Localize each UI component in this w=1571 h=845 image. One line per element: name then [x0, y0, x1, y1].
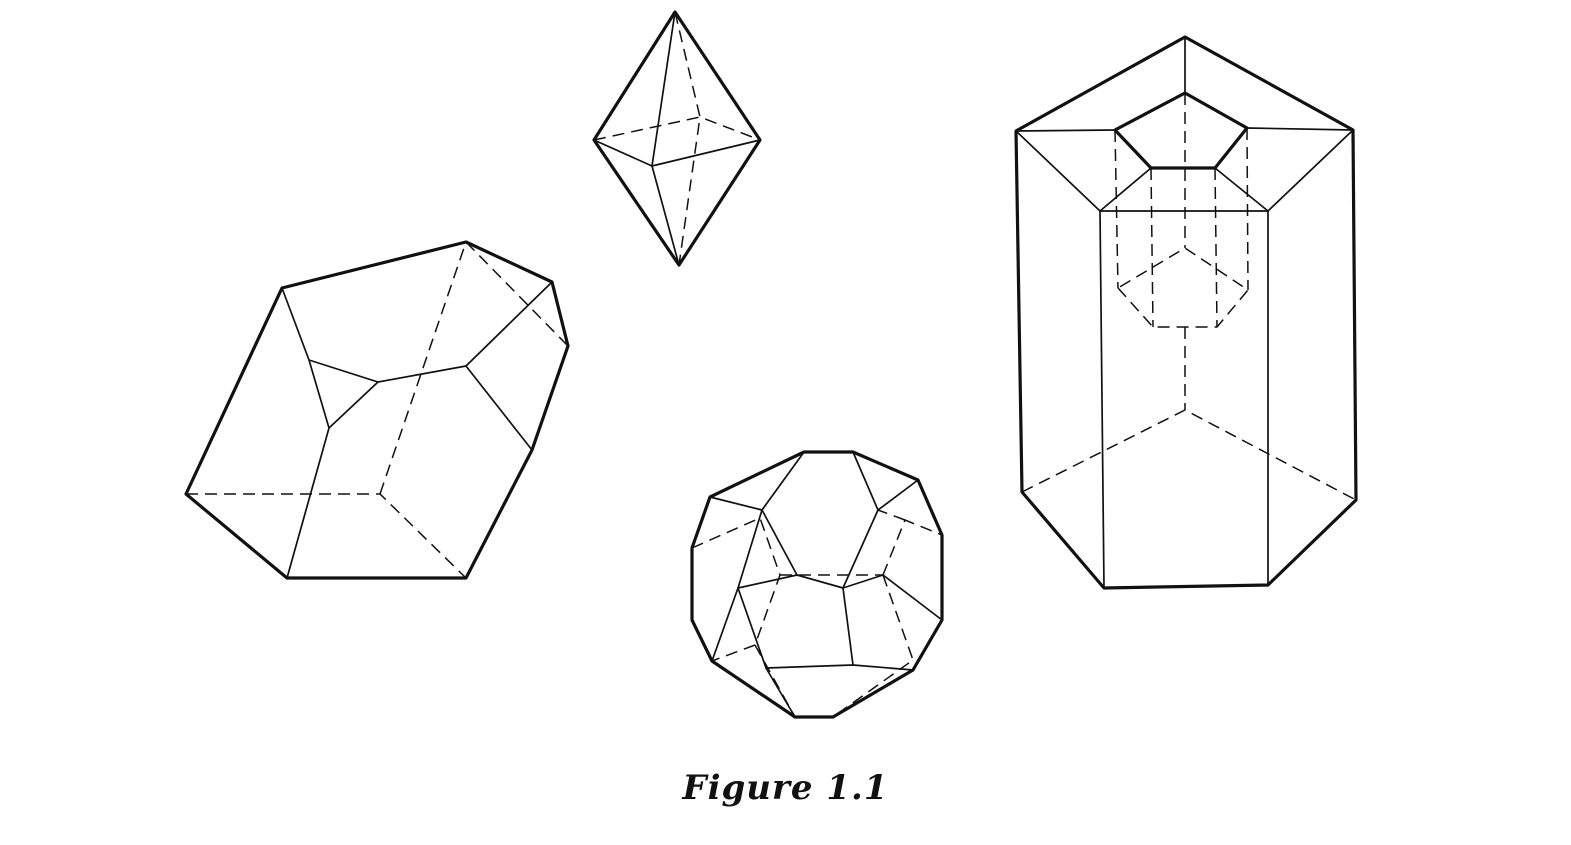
octahedron-hidden-edges — [593, 116, 761, 141]
octahedron-outline — [592, 10, 762, 267]
prism-bevel-edge — [1015, 129, 1116, 132]
prism-outline — [1014, 35, 1358, 590]
prism-top-front-edge — [1015, 129, 1354, 212]
irregular-polyhedron-hidden-edge — [465, 241, 569, 347]
prism-bevel-edge — [1214, 167, 1269, 212]
dodecahedron-hidden-edge — [832, 574, 914, 718]
prism-hidden-inner-bottom — [1117, 247, 1250, 328]
dodecahedron-front-face — [737, 574, 854, 669]
prism-bevel-edge — [1099, 167, 1152, 212]
dodecahedron-outline — [690, 450, 944, 719]
prism-vertical-edge — [1099, 210, 1105, 589]
dodecahedron-hidden-edge — [882, 519, 943, 576]
irregular-polyhedron-hidden-edges — [186, 493, 467, 579]
octahedron — [592, 10, 762, 267]
dodecahedron-edge — [765, 667, 796, 718]
octahedron-edges — [593, 139, 761, 167]
octahedron-edge — [651, 11, 680, 266]
hollow-pentagonal-prism — [1014, 35, 1358, 590]
dodecahedron-edge — [842, 479, 919, 589]
irregular-polyhedron-hidden-edge — [379, 241, 467, 495]
dodecahedron-hidden-edges — [691, 516, 781, 662]
irregular-polyhedron — [184, 240, 570, 580]
irregular-polyhedron-outline — [184, 240, 570, 580]
prism-hidden-edge — [1246, 127, 1249, 291]
prism-bevel-edge — [1246, 127, 1354, 131]
prism-hidden-base — [1021, 409, 1357, 501]
irregular-polyhedron-edges — [281, 287, 379, 429]
prism-inner-opening — [1113, 91, 1249, 170]
figure-caption: Figure 1.1 — [682, 768, 889, 808]
irregular-polyhedron-edge — [465, 365, 533, 451]
octahedron-hidden-edge — [674, 11, 701, 266]
irregular-polyhedron-edge — [286, 427, 330, 579]
dodecahedron-edge — [711, 509, 763, 662]
dodecahedron-edge — [842, 574, 943, 621]
dodecahedron-hidden-edge — [754, 644, 796, 718]
prism-hidden-edge — [1214, 167, 1218, 328]
dodecahedron-edge — [852, 451, 879, 511]
dodecahedron-edge — [761, 451, 805, 511]
dodecahedron-edge — [852, 664, 914, 671]
dodecahedron-hidden-edge — [877, 509, 906, 521]
prism-hidden-edge — [1114, 129, 1119, 289]
irregular-polyhedron-edge — [377, 281, 553, 383]
prism-hidden-edge — [1150, 167, 1154, 328]
dodecahedron — [690, 450, 944, 719]
